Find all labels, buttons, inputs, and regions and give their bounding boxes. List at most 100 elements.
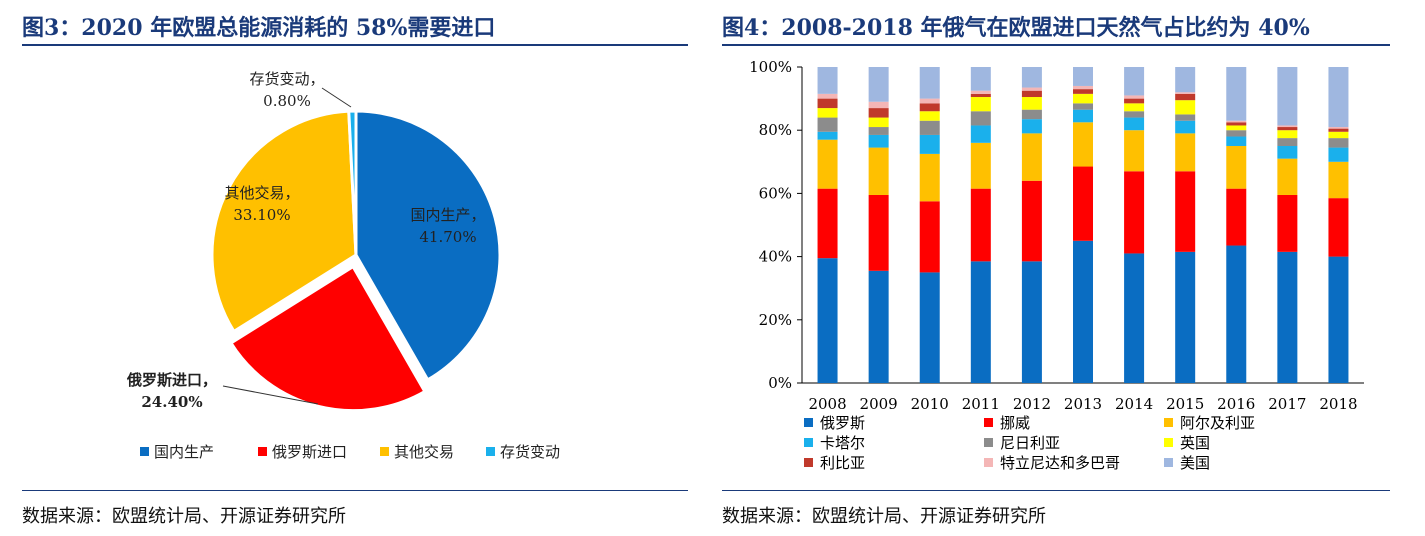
bar-2014-series-8: [1124, 67, 1145, 96]
x-tick-label-3: 2011: [962, 395, 1000, 413]
bar-2015-series-6: [1175, 93, 1196, 101]
bar-2017-series-3: [1277, 146, 1298, 159]
y-tick-label-5: 100%: [749, 58, 792, 76]
bar-2016-series-6: [1226, 122, 1247, 126]
bar-2016-series-5: [1226, 125, 1247, 131]
bar-2016-series-7: [1226, 120, 1247, 123]
x-tick-label-2: 2010: [911, 395, 949, 413]
bar-legend-swatch-3: [804, 438, 813, 447]
stacked-bar-chart: 0% 20% 40% 60% 80% 100% 2008 2009 2010 2011 2012 20…: [749, 58, 1364, 472]
pie-label-value-2: 33.10%: [233, 206, 290, 224]
bar-2017-series-5: [1277, 130, 1298, 139]
bar-2017-series-4: [1277, 138, 1298, 146]
pie-label-value-0: 41.70%: [419, 228, 476, 246]
bar-2016-series-4: [1226, 130, 1247, 137]
bar-2008-series-8: [817, 67, 838, 94]
pie-chart: 国内生产， 41.70% 俄罗斯进口， 24.40% 其他交易， 33.10% 存货变动， 0…: [126, 70, 560, 461]
bar-legend-label-4: 尼日利亚: [1000, 434, 1060, 452]
bar-2008-series-6: [817, 98, 838, 109]
pie-slice-2: [210, 109, 358, 334]
bar-2016-series-8: [1226, 67, 1247, 121]
right-source-rule: [722, 490, 1390, 491]
bar-2013-series-0: [1073, 240, 1093, 383]
bar-2016-series-0: [1226, 245, 1247, 383]
bar-2010-series-8: [919, 67, 940, 99]
pie-slice-3: [347, 109, 358, 256]
pie-legend-swatch-2: [380, 447, 389, 456]
bar-2017-series-2: [1277, 158, 1298, 195]
x-tick-label-0: 2008: [808, 395, 846, 413]
bar-2018-series-5: [1328, 131, 1349, 139]
right-title-rule: [722, 44, 1390, 46]
bar-legend-label-8: 美国: [1180, 454, 1210, 472]
bar-2009-series-6: [868, 108, 889, 118]
pie-label-value-1: 24.40%: [141, 393, 202, 411]
bar-2012-series-5: [1021, 97, 1042, 110]
bar-2017-series-7: [1277, 125, 1298, 128]
bar-legend-swatch-6: [804, 458, 813, 467]
bar-2015-series-3: [1175, 120, 1196, 134]
bar-legend-swatch-7: [984, 458, 993, 467]
bar-2011-series-7: [970, 90, 991, 94]
bar-2015-series-4: [1175, 114, 1196, 121]
bar-2009-series-7: [868, 101, 889, 109]
bar-2008-series-2: [817, 139, 838, 189]
bar-2010-series-3: [919, 134, 940, 154]
bar-2017-series-0: [1277, 251, 1298, 383]
bar-2013-series-4: [1073, 103, 1093, 110]
x-tick-label-4: 2012: [1013, 395, 1051, 413]
bar-2015-series-0: [1175, 251, 1196, 383]
bar-2013-series-8: [1073, 67, 1093, 86]
pie-slice-1: [228, 264, 427, 413]
pie-legend-label-1: 俄罗斯进口: [272, 443, 347, 461]
y-tick-label-3: 60%: [759, 184, 792, 202]
bar-2014-series-7: [1124, 95, 1145, 99]
left-source-note: 数据来源：欧盟统计局、开源证券研究所: [22, 506, 346, 527]
bar-2013-series-5: [1073, 93, 1093, 104]
bar-2014-series-1: [1124, 171, 1145, 254]
bar-2017-series-1: [1277, 194, 1298, 252]
pie-legend-label-2: 其他交易: [394, 443, 454, 461]
bar-2017-series-8: [1277, 67, 1298, 126]
bar-legend-label-0: 俄罗斯: [820, 414, 865, 432]
x-tick-label-6: 2014: [1115, 395, 1153, 413]
bar-legend-label-2: 阿尔及利亚: [1180, 414, 1255, 432]
bar-2013-series-2: [1073, 122, 1093, 167]
x-tick-label-8: 2016: [1217, 395, 1255, 413]
bar-2014-series-2: [1124, 130, 1145, 172]
bar-2013-series-1: [1073, 166, 1093, 241]
bar-2010-series-2: [919, 153, 940, 202]
x-tick-label-10: 2018: [1319, 395, 1357, 413]
y-tick-label-2: 40%: [759, 248, 792, 266]
bar-2018-series-2: [1328, 161, 1349, 199]
bar-2009-series-3: [868, 134, 889, 148]
bar-2015-series-5: [1175, 100, 1196, 115]
bar-2014-series-3: [1124, 117, 1145, 131]
bar-2010-series-5: [919, 111, 940, 121]
bar-2014-series-5: [1124, 103, 1145, 112]
bar-2011-series-1: [970, 188, 991, 262]
bar-legend-swatch-4: [984, 438, 993, 447]
bar-2011-series-2: [970, 142, 991, 189]
pie-legend-label-3: 存货变动: [500, 443, 560, 461]
bar-2016-series-2: [1226, 146, 1247, 189]
bar-2015-series-8: [1175, 67, 1196, 93]
bar-legend-label-1: 挪威: [1000, 414, 1030, 432]
bar-2018-series-1: [1328, 198, 1349, 257]
x-tick-label-9: 2017: [1268, 395, 1306, 413]
bar-2009-series-0: [868, 270, 889, 383]
bar-2010-series-1: [919, 201, 940, 273]
bar-2008-series-7: [817, 93, 838, 99]
bar-2018-series-0: [1328, 256, 1349, 383]
left-figure-title: 图3：2020 年欧盟总能源消耗的 58%需要进口: [22, 15, 496, 41]
y-tick-label-0: 0%: [768, 374, 792, 392]
right-figure-title: 图4：2008-2018 年俄气在欧盟进口天然气占比约为 40%: [722, 15, 1310, 41]
bar-2018-series-3: [1328, 147, 1349, 162]
bar-2013-series-3: [1073, 109, 1093, 123]
bar-2015-series-1: [1175, 171, 1196, 252]
bar-2012-series-1: [1021, 180, 1042, 262]
bar-2017-series-6: [1277, 127, 1298, 131]
bar-legend-swatch-5: [1164, 438, 1173, 447]
bar-legend-label-6: 利比亚: [820, 454, 865, 472]
pie-legend-swatch-1: [258, 447, 267, 456]
